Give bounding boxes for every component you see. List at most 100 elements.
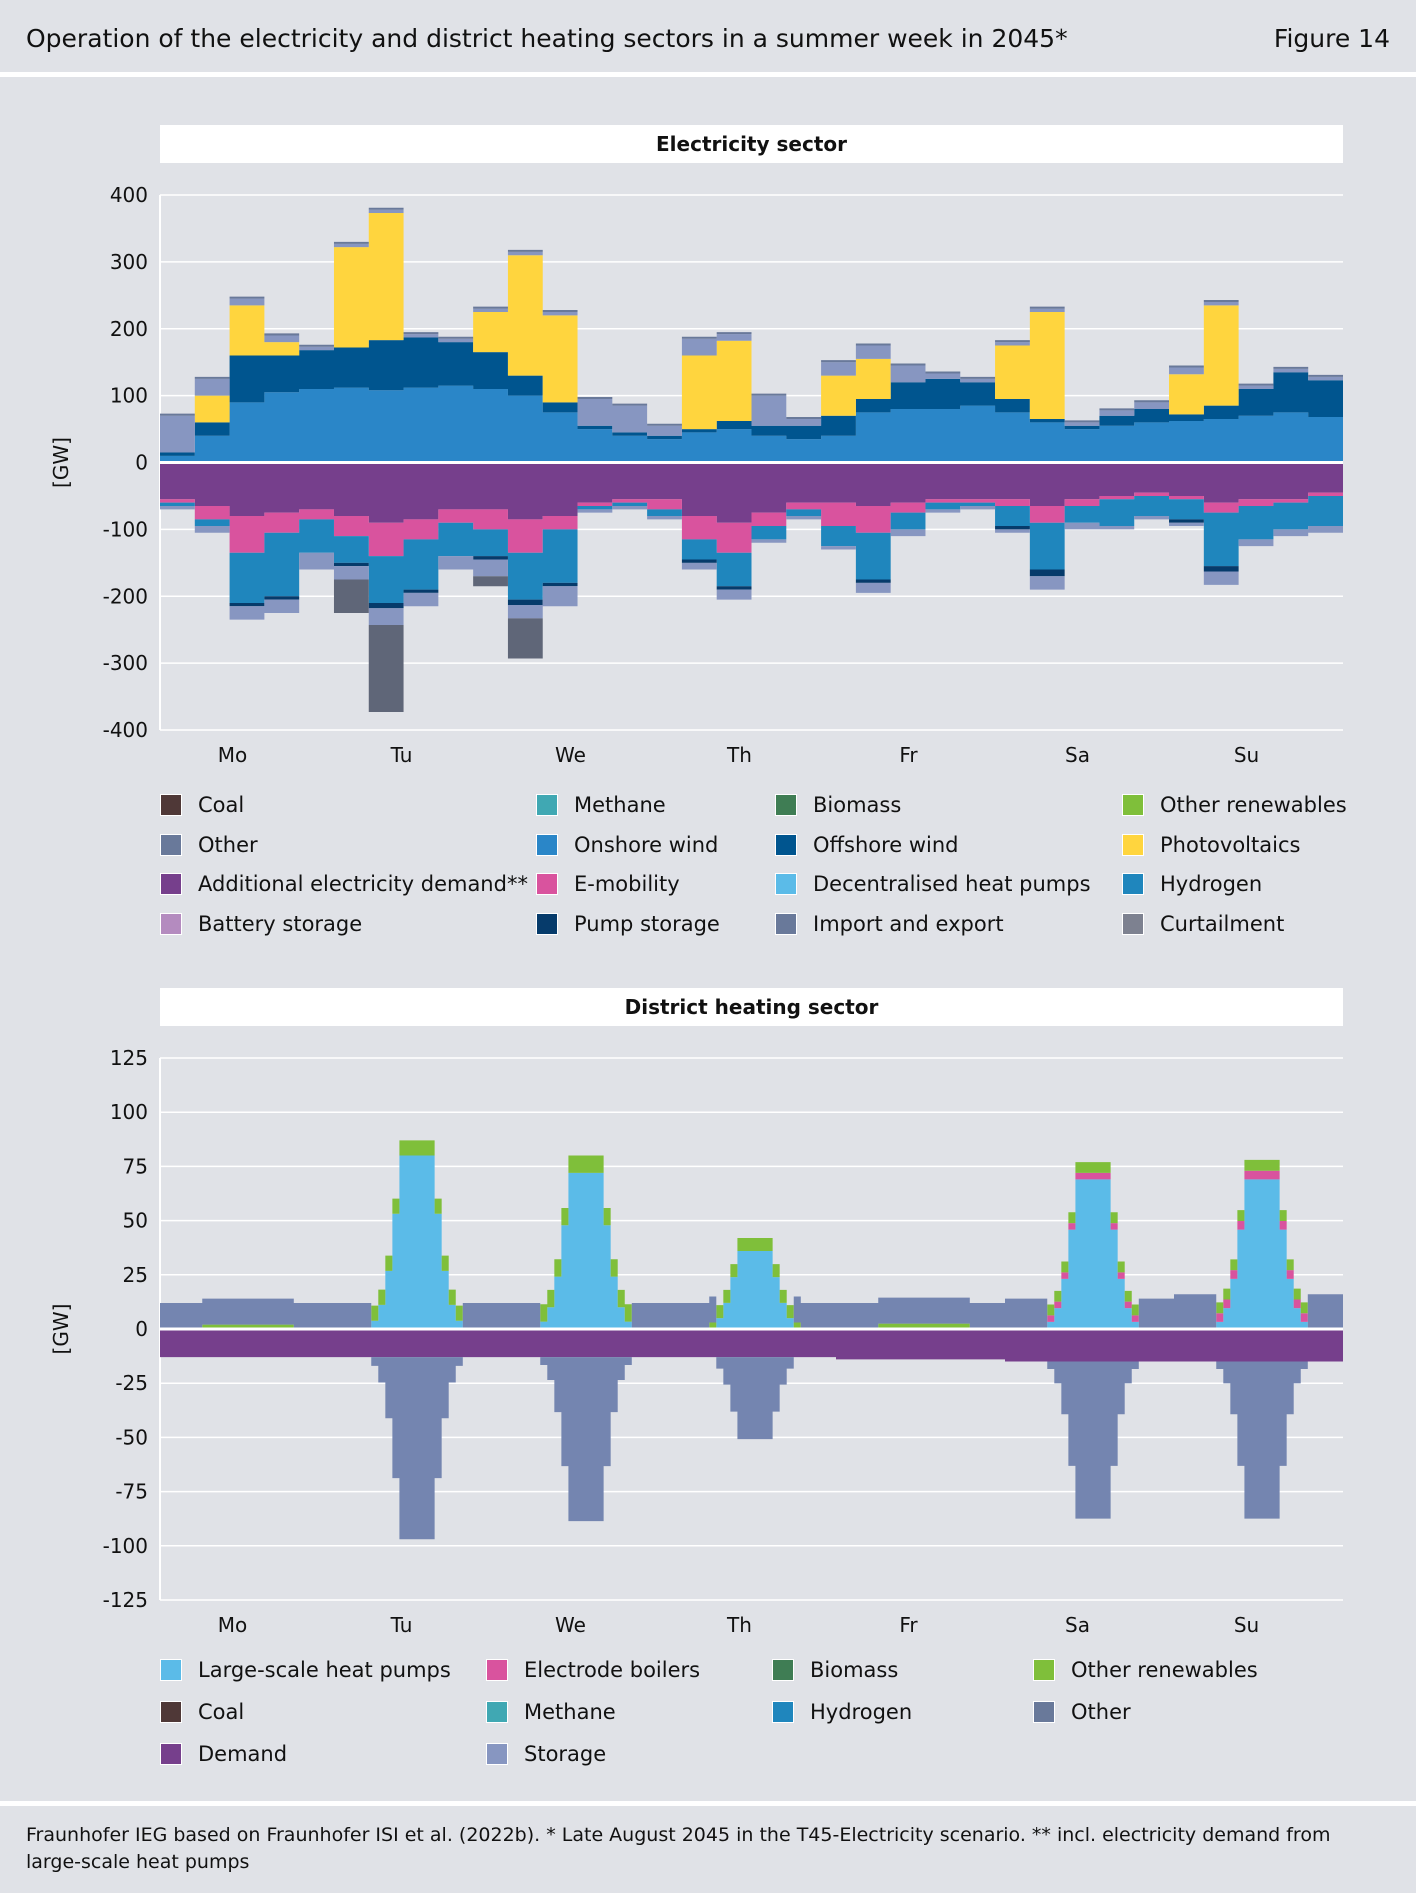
- legend-label: Offshore wind: [813, 832, 959, 857]
- legend-label: Curtailment: [1160, 911, 1285, 936]
- x-tick-label: Th: [726, 743, 752, 767]
- legend-swatch: [1122, 873, 1144, 895]
- area-hydrogen-use: [160, 495, 1343, 603]
- electricity-chart: 400 300 200 100 0 -100 -200 -300 -400 [GW] Mo Tu We T…: [49, 183, 1343, 767]
- legend-item: Other renewables: [1033, 1658, 1258, 1682]
- legend-label: Additional electricity demand**: [198, 872, 528, 896]
- legend-swatch: [775, 912, 797, 935]
- legend-swatch: [772, 1659, 794, 1681]
- legend-label: Onshore wind: [574, 832, 719, 857]
- y-tick-label: -100: [103, 1534, 148, 1558]
- x-tick-label: Mo: [218, 1613, 248, 1637]
- x-tick-label: We: [555, 1613, 586, 1637]
- legend-label: Photovoltaics: [1160, 832, 1301, 857]
- legend-swatch: [536, 873, 558, 895]
- legend-item: Photovoltaics: [1122, 833, 1300, 857]
- legend-label: Import and export: [813, 911, 1004, 936]
- area-demand-use: [160, 1329, 1343, 1362]
- legend-label: Biomass: [810, 1658, 899, 1682]
- legend-item: Decentralised heat pumps: [775, 872, 1091, 896]
- legend-label: Storage: [524, 1742, 607, 1766]
- x-tick-label: Mo: [218, 743, 248, 767]
- legend-item: Large-scale heat pumps: [160, 1658, 451, 1682]
- area-import-and-export-supply: [160, 209, 1343, 453]
- legend-swatch: [1122, 794, 1144, 816]
- x-tick-label: Fr: [899, 743, 918, 767]
- x-tick-label: Tu: [390, 1613, 413, 1637]
- y-tick-label: -100: [103, 517, 148, 541]
- legend-item: Biomass: [775, 793, 901, 817]
- y-tick-label: -200: [103, 584, 148, 608]
- legend-swatch: [775, 794, 797, 816]
- y-tick-label: 25: [123, 1263, 148, 1287]
- electricity-legend: Coal Methane Biomass Other renewables Other O…: [160, 793, 1360, 953]
- legend-item: Offshore wind: [775, 833, 959, 857]
- x-tick-label: Tu: [390, 743, 413, 767]
- figure-header: Operation of the electricity and distric…: [0, 0, 1416, 78]
- y-tick-label: 100: [110, 384, 148, 408]
- legend-swatch: [1033, 1659, 1055, 1681]
- legend-swatch: [486, 1701, 508, 1723]
- legend-item: Demand: [160, 1742, 287, 1766]
- legend-swatch: [536, 794, 558, 816]
- legend-item: Battery storage: [160, 912, 362, 936]
- y-tick-label: -25: [115, 1371, 148, 1395]
- legend-swatch: [160, 912, 182, 935]
- legend-label: Coal: [198, 1700, 245, 1724]
- y-tick-label: -400: [103, 718, 148, 742]
- legend-item: Pump storage: [536, 912, 720, 936]
- y-tick-label: -125: [103, 1588, 148, 1612]
- y-tick-label: 50: [123, 1209, 148, 1233]
- legend-swatch: [160, 873, 182, 895]
- x-tick-label: We: [555, 743, 586, 767]
- area-onshore-wind-supply: [160, 385, 1343, 463]
- legend-item: Import and export: [775, 912, 1004, 936]
- electricity-panel-title: Electricity sector: [160, 125, 1343, 163]
- legend-label: Other renewables: [1071, 1658, 1258, 1682]
- legend-swatch: [160, 794, 182, 816]
- area-storage-use: [160, 1357, 1343, 1540]
- legend-swatch: [160, 1659, 182, 1681]
- legend-item: E-mobility: [536, 872, 680, 896]
- y-axis-label: [GW]: [49, 1304, 73, 1355]
- x-tick-label: Sa: [1065, 1613, 1090, 1637]
- legend-label: Coal: [198, 793, 245, 817]
- footer-rule: [0, 1801, 1416, 1806]
- legend-label: Other renewables: [1160, 793, 1347, 817]
- legend-item: Methane: [486, 1700, 616, 1724]
- legend-label: Hydrogen: [1160, 872, 1263, 896]
- legend-label: Battery storage: [198, 911, 363, 936]
- y-tick-label: 125: [110, 1046, 148, 1070]
- legend-swatch: [160, 1743, 182, 1765]
- legend-item: Additional electricity demand**: [160, 872, 528, 896]
- legend-item: Electrode boilers: [486, 1658, 700, 1682]
- legend-label: Electrode boilers: [524, 1658, 701, 1682]
- heating-chart: 125 100 75 50 25 0 -25 -50 -75 -100 -125 [GW] Mo Tu We…: [49, 1046, 1343, 1637]
- y-tick-label: 100: [110, 1100, 148, 1124]
- legend-label: Methane: [524, 1700, 616, 1724]
- footer-source: Fraunhofer IEG based on Fraunhofer ISI e…: [26, 1824, 1331, 1873]
- legend-swatch: [536, 833, 558, 856]
- figure-title: Operation of the electricity and distric…: [26, 24, 1068, 53]
- area-offshore-wind-supply: [160, 337, 1343, 456]
- legend-item: Methane: [536, 793, 666, 817]
- legend-item: Other: [1033, 1700, 1131, 1724]
- legend-item: Other renewables: [1122, 793, 1347, 817]
- legend-label: Hydrogen: [810, 1700, 913, 1724]
- legend-swatch: [772, 1701, 794, 1723]
- area-e-mobility-use: [160, 492, 1343, 557]
- area-large-scale-heat-pumps-supply: [160, 1155, 1343, 1329]
- legend-label: Pump storage: [574, 911, 720, 936]
- figure-number: Figure 14: [1273, 24, 1390, 53]
- area-storage-supply: [160, 1140, 1343, 1329]
- x-tick-label: Su: [1234, 1613, 1259, 1637]
- x-tick-label: Th: [726, 1613, 752, 1637]
- heating-legend: Large-scale heat pumps Electrode boilers B…: [160, 1658, 1360, 1788]
- legend-swatch: [775, 873, 797, 895]
- legend-item: Hydrogen: [1122, 872, 1262, 896]
- y-tick-label: 300: [110, 250, 148, 274]
- legend-item: Other: [160, 833, 258, 857]
- legend-item: Curtailment: [1122, 912, 1284, 936]
- area-pump-storage-use: [160, 505, 1343, 609]
- legend-label: Large-scale heat pumps: [198, 1658, 451, 1682]
